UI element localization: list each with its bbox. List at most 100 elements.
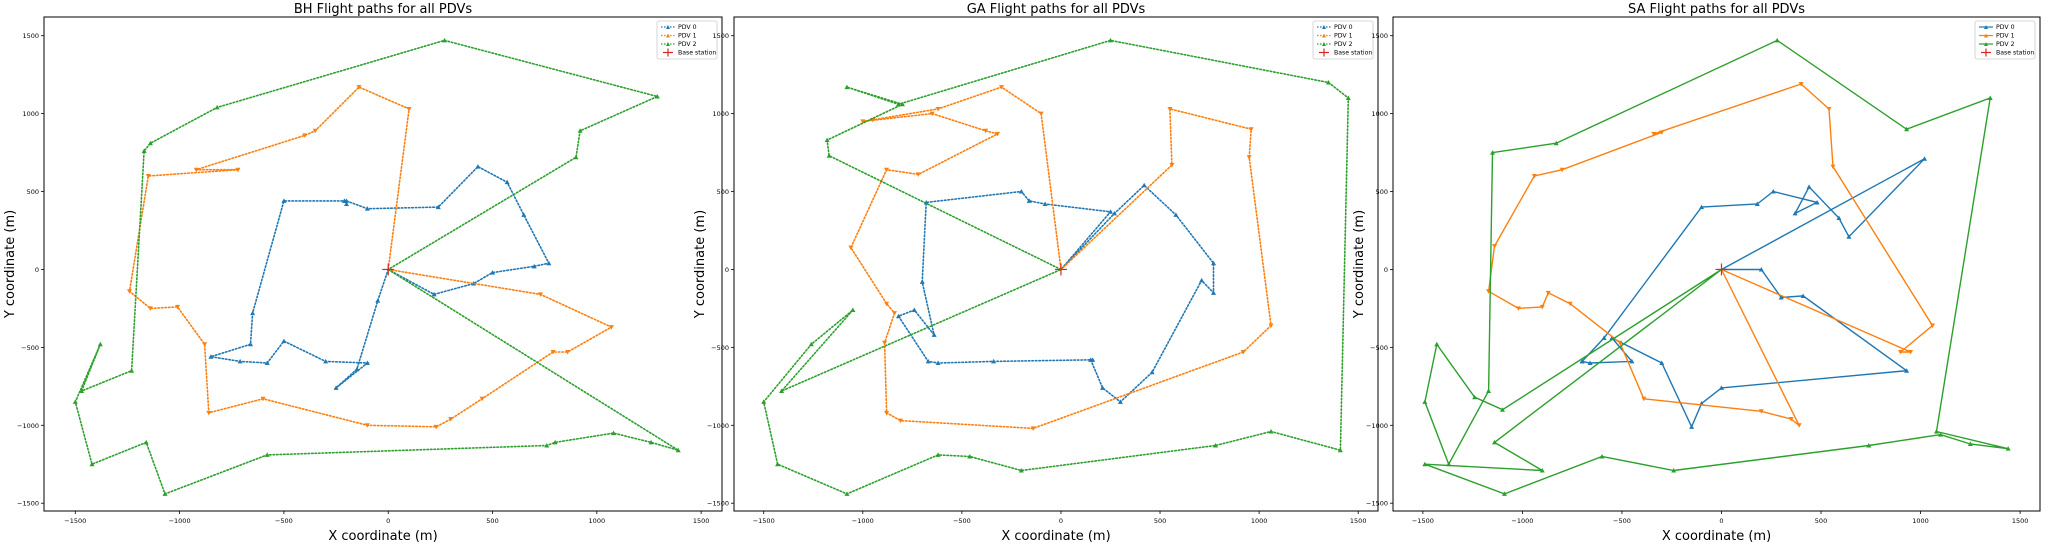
data-point [433, 424, 439, 430]
x-axis-label: X coordinate (m) [1001, 529, 1110, 544]
data-point [2005, 446, 2011, 451]
data-point [1107, 209, 1113, 214]
data-point [333, 385, 339, 390]
x-tick-label: −500 [953, 517, 971, 525]
chart-title: SA Flight paths for all PDVs [1628, 2, 1805, 17]
legend-marker [666, 25, 670, 29]
data-point [323, 358, 329, 364]
data-point [364, 360, 370, 365]
data-point [341, 198, 347, 203]
data-point [882, 340, 888, 346]
data-point [897, 418, 903, 424]
x-tick-label: −1000 [1511, 517, 1533, 525]
chart-title: GA Flight paths for all PDVs [967, 2, 1146, 17]
data-point [935, 452, 941, 457]
data-point [1933, 429, 1939, 434]
data-point [1788, 417, 1794, 422]
y-tick-label: −1500 [17, 500, 39, 508]
data-point [1754, 201, 1760, 207]
data-point [648, 439, 654, 445]
legend-label: PDV 2 [1996, 41, 2015, 48]
data-point [1806, 184, 1812, 189]
x-tick-label: −1500 [1412, 517, 1434, 525]
y-axis-label: Y coordinate (m) [3, 210, 18, 319]
data-point [1038, 111, 1044, 117]
x-tick-label: 0 [1719, 517, 1723, 525]
data-point [608, 325, 614, 330]
data-point [442, 37, 448, 43]
data-point [850, 307, 856, 312]
data-point [364, 423, 370, 428]
data-point [127, 289, 133, 294]
data-point [1515, 306, 1521, 311]
data-point [995, 131, 1001, 137]
legend-label: PDV 2 [678, 41, 697, 48]
y-tick-label: 500 [27, 188, 39, 196]
data-point [1149, 369, 1155, 375]
data-point [1117, 399, 1123, 404]
y-axis-label: Y coordinate (m) [1352, 210, 1367, 319]
y-tick-label: 500 [717, 188, 729, 196]
data-point [264, 452, 270, 457]
y-tick-label: −500 [21, 344, 39, 352]
data-point [208, 354, 214, 359]
y-tick-label: 0 [725, 266, 729, 274]
data-point [1798, 82, 1804, 87]
data-point [895, 101, 901, 107]
data-point [79, 388, 85, 394]
x-tick-label: −1500 [753, 517, 775, 525]
legend-label: PDV 2 [1334, 41, 1353, 48]
data-point [1240, 350, 1246, 355]
data-point [1018, 467, 1024, 473]
data-point [826, 153, 832, 158]
data-point [250, 310, 256, 316]
data-point [1898, 350, 1904, 355]
data-point [1213, 443, 1219, 448]
data-point [1846, 234, 1852, 239]
data-point [1629, 358, 1635, 364]
chart-panel-1: GA Flight paths for all PDVs −1500 −1000 −5… [693, 2, 1379, 544]
data-point [983, 128, 989, 134]
data-point [899, 101, 905, 107]
data-point [884, 301, 890, 307]
data-point [550, 350, 556, 355]
data-point [162, 491, 168, 496]
data-point [147, 306, 153, 311]
data-point [1567, 301, 1573, 307]
data-point [1987, 95, 1993, 101]
data-point [281, 338, 287, 344]
data-point [1826, 106, 1832, 112]
data-point [1211, 290, 1217, 295]
data-point [884, 410, 890, 416]
legend-marker [1984, 33, 1988, 38]
legend-label: PDV 1 [678, 33, 697, 40]
data-point [761, 399, 767, 404]
axes-frame [733, 16, 1379, 512]
data-point [1486, 388, 1492, 394]
y-tick-label: −1000 [1366, 422, 1388, 430]
data-point [448, 417, 454, 422]
axes-frame [1392, 16, 2041, 512]
data-point [1922, 156, 1928, 161]
data-point [538, 292, 544, 297]
data-point [1904, 126, 1910, 132]
data-point [521, 212, 527, 217]
data-point [577, 128, 583, 133]
axes-frame [43, 16, 723, 512]
data-point [281, 198, 287, 203]
legend-label: Base station [1996, 50, 2034, 57]
series-line-pdv-2 [1424, 39, 2009, 495]
x-tick-label: 500 [1154, 517, 1166, 525]
x-tick-label: −500 [1613, 517, 1631, 525]
data-point [1167, 106, 1173, 112]
data-point [1553, 140, 1559, 146]
data-point [544, 443, 550, 448]
data-point [175, 304, 181, 310]
data-point [1492, 244, 1498, 249]
data-point [1778, 295, 1784, 300]
x-tick-label: 1500 [693, 517, 710, 525]
x-axis-label: X coordinate (m) [1662, 529, 1771, 544]
series-line-pdv-0 [1580, 158, 1926, 429]
y-tick-label: 1000 [712, 110, 729, 118]
